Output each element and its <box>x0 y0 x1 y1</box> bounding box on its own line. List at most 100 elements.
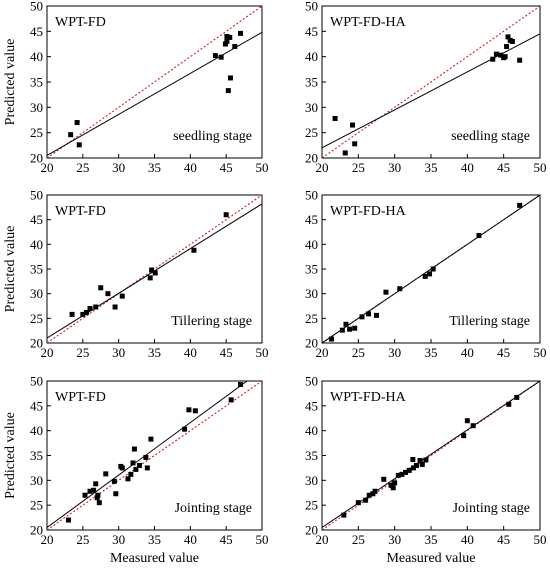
panel-seedling-wptfd: 20 25 30 35 40 45 50 20 25 30 35 40 45 50 WPT-FD seedli… <box>3 0 269 175</box>
data-point <box>186 407 192 413</box>
data-point <box>397 286 403 292</box>
data-point <box>149 267 155 273</box>
data-point <box>98 285 104 291</box>
data-point <box>224 33 230 39</box>
data-point <box>131 446 137 452</box>
x-tick-label: 50 <box>256 160 269 175</box>
data-point <box>133 466 139 472</box>
x-tick-label: 25 <box>76 532 89 547</box>
y-tick-label: 30 <box>305 100 318 115</box>
data-point <box>413 462 419 468</box>
x-tick-label: 20 <box>41 532 54 547</box>
x-tick-label: 30 <box>388 160 401 175</box>
data-point <box>403 469 409 475</box>
y-tick-label: 30 <box>30 286 43 301</box>
x-tick-label: 45 <box>220 160 233 175</box>
data-point <box>95 492 101 498</box>
x-tick-label: 50 <box>534 532 547 547</box>
x-tick-label: 25 <box>352 160 365 175</box>
panel-label: WPT-FD-HA <box>330 15 407 30</box>
x-tick-label: 35 <box>425 532 438 547</box>
x-tick-label: 50 <box>534 345 547 360</box>
data-point <box>191 247 197 253</box>
fit-line <box>47 381 248 528</box>
x-tick-label: 30 <box>112 345 125 360</box>
panel-label: WPT-FD-HA <box>330 390 407 405</box>
data-point <box>82 492 88 498</box>
y-tick-label: 45 <box>305 24 318 39</box>
data-point <box>359 314 365 320</box>
data-point <box>505 34 511 40</box>
x-tick-label: 40 <box>461 532 474 547</box>
data-point <box>422 273 428 279</box>
data-point <box>68 132 74 138</box>
y-tick-label: 45 <box>305 212 318 227</box>
x-tick-label: 45 <box>497 160 510 175</box>
panel-seedling-wptfdha: 20 25 30 35 40 45 50 20 25 30 35 40 45 50 WPT-FD-HA see… <box>305 0 547 175</box>
y-tick-label: 45 <box>30 212 43 227</box>
stage-label: Tillering stage <box>449 314 530 329</box>
stage-label: Tillering stage <box>171 314 252 329</box>
data-point <box>355 500 361 506</box>
stage-label: seedling stage <box>173 129 252 144</box>
y-tick-label: 40 <box>30 423 43 438</box>
data-point <box>343 321 349 327</box>
data-point <box>470 423 476 429</box>
data-point <box>119 465 125 471</box>
data-point <box>392 480 398 486</box>
data-point <box>342 150 348 156</box>
data-point <box>144 465 150 471</box>
data-point <box>366 492 372 498</box>
x-tick-label: 30 <box>388 345 401 360</box>
x-tick-label: 35 <box>148 345 161 360</box>
x-tick-label: 25 <box>352 532 365 547</box>
data-point <box>227 75 233 81</box>
data-point <box>113 491 119 497</box>
data-point <box>341 512 347 518</box>
data-point <box>509 38 515 44</box>
panel-label: WPT-FD <box>55 15 106 30</box>
x-tick-label: 45 <box>497 345 510 360</box>
reference-line <box>47 381 262 530</box>
data-point <box>152 270 158 276</box>
panel-jointing-wptfdha: 20 25 30 35 40 45 50 20 25 30 35 40 45 50 WPT-FD-HA Joi… <box>305 374 547 567</box>
x-tick-label: 40 <box>461 345 474 360</box>
data-point <box>105 291 111 297</box>
data-point <box>493 51 499 57</box>
data-point <box>232 44 238 50</box>
data-point <box>66 517 71 523</box>
data-point <box>390 485 396 491</box>
panel-jointing-wptfd: 20 25 30 35 40 45 50 20 25 30 35 40 45 50 WPT-FD Jointi… <box>3 374 269 567</box>
data-point <box>228 397 234 403</box>
panel-label: WPT-FD-HA <box>330 204 407 219</box>
data-point <box>350 122 356 128</box>
y-tick-label: 30 <box>305 286 318 301</box>
fit-line <box>322 33 540 149</box>
data-point <box>143 454 149 460</box>
x-tick-label: 40 <box>184 345 197 360</box>
data-point <box>93 481 99 487</box>
panel-tillering-wptfdha: 20 25 30 35 40 45 50 20 25 30 35 40 45 50 WPT-FD-HA Til… <box>305 188 547 361</box>
data-point <box>212 53 218 59</box>
stage-label: Jointing stage <box>175 501 252 516</box>
data-point <box>476 232 482 238</box>
data-point <box>383 289 389 295</box>
data-point <box>399 471 405 477</box>
data-point <box>406 467 412 473</box>
x-tick-label: 25 <box>76 345 89 360</box>
stage-label: Jointing stage <box>453 501 530 516</box>
x-tick-label: 30 <box>112 160 125 175</box>
x-tick-label: 25 <box>352 345 365 360</box>
x-tick-label: 40 <box>461 160 474 175</box>
data-point <box>464 418 470 424</box>
data-point <box>147 275 153 281</box>
panel-tillering-wptfd: 20 25 30 35 40 45 50 20 25 30 35 40 45 50 WPT-FD Tiller… <box>3 188 269 361</box>
y-tick-label: 40 <box>30 237 43 252</box>
data-point <box>136 462 142 468</box>
data-point <box>238 30 243 36</box>
y-tick-label: 50 <box>305 188 318 203</box>
y-tick-label: 20 <box>30 151 43 166</box>
y-tick-label: 35 <box>305 75 318 90</box>
x-tick-label: 20 <box>316 532 329 547</box>
